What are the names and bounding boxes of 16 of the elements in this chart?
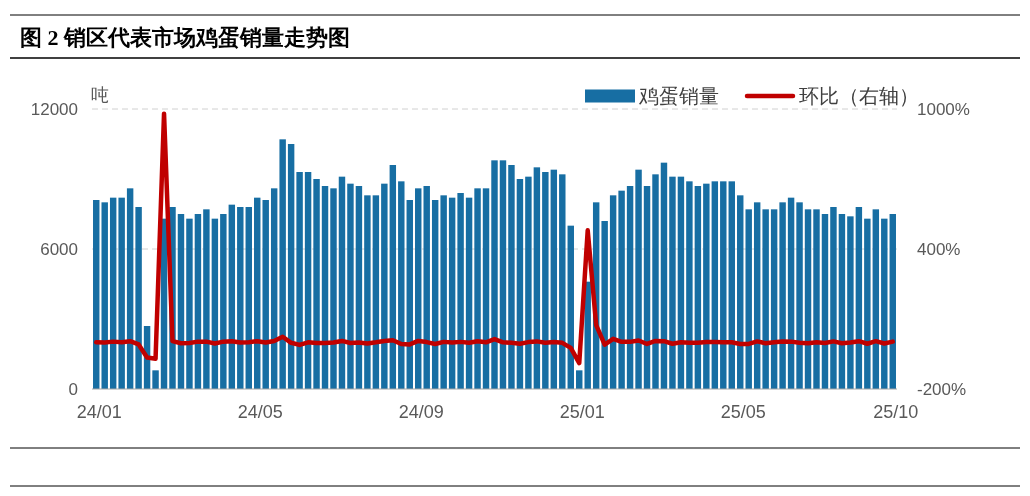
title: 图 2 销区代表市场鸡蛋销量走势图 bbox=[20, 24, 350, 50]
x-tick-label: 25/05 bbox=[720, 402, 766, 422]
y-tick-label: 6000 bbox=[40, 239, 78, 259]
x-tick-label: 24/05 bbox=[237, 402, 283, 422]
y-tick-label: 0 bbox=[68, 379, 78, 399]
ylabel: 吨 bbox=[91, 85, 109, 105]
y2-tick-label: 1000% bbox=[917, 99, 970, 119]
y2-tick-label: 400% bbox=[917, 239, 961, 259]
y-tick-label: 12000 bbox=[30, 99, 78, 119]
x-tick-label: 25/01 bbox=[559, 402, 605, 422]
legend-label: 鸡蛋销量 bbox=[639, 85, 719, 107]
x-tick-label: 25/10 bbox=[873, 402, 919, 422]
y2-tick-label: -200% bbox=[917, 379, 967, 399]
x-tick-label: 24/01 bbox=[76, 402, 122, 422]
legend-label: 环比（右轴） bbox=[799, 85, 919, 107]
x-tick-label: 24/09 bbox=[398, 402, 444, 422]
